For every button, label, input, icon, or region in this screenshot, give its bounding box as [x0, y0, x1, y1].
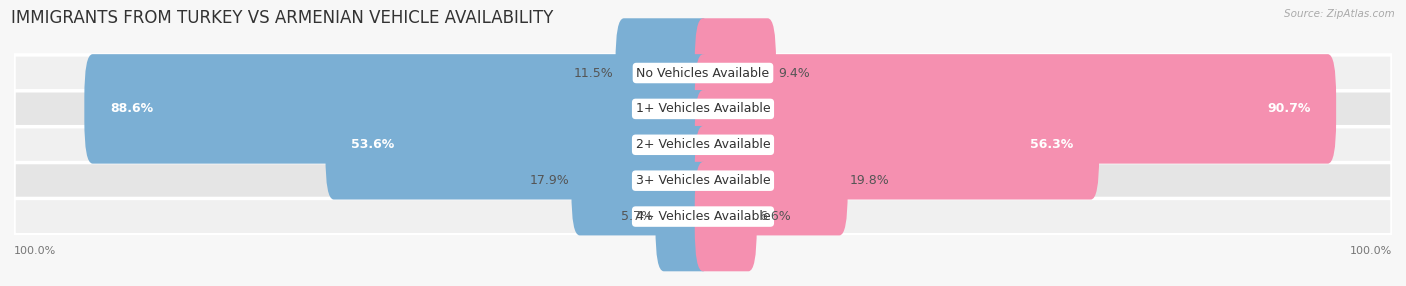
- Text: 9.4%: 9.4%: [778, 67, 810, 80]
- Text: No Vehicles Available: No Vehicles Available: [637, 67, 769, 80]
- Text: 88.6%: 88.6%: [110, 102, 153, 116]
- Text: 90.7%: 90.7%: [1267, 102, 1310, 116]
- Text: 100.0%: 100.0%: [1350, 246, 1392, 256]
- Text: 11.5%: 11.5%: [574, 67, 613, 80]
- FancyBboxPatch shape: [14, 127, 1392, 163]
- FancyBboxPatch shape: [616, 18, 711, 128]
- Text: 6.6%: 6.6%: [759, 210, 790, 223]
- FancyBboxPatch shape: [695, 90, 1099, 200]
- FancyBboxPatch shape: [571, 126, 711, 235]
- FancyBboxPatch shape: [14, 55, 1392, 91]
- Text: 56.3%: 56.3%: [1031, 138, 1074, 151]
- FancyBboxPatch shape: [14, 91, 1392, 127]
- FancyBboxPatch shape: [14, 198, 1392, 235]
- FancyBboxPatch shape: [84, 54, 711, 164]
- Text: 53.6%: 53.6%: [352, 138, 394, 151]
- FancyBboxPatch shape: [695, 18, 776, 128]
- Text: 2+ Vehicles Available: 2+ Vehicles Available: [636, 138, 770, 151]
- Text: 3+ Vehicles Available: 3+ Vehicles Available: [636, 174, 770, 187]
- FancyBboxPatch shape: [325, 90, 711, 200]
- FancyBboxPatch shape: [695, 162, 756, 271]
- FancyBboxPatch shape: [655, 162, 711, 271]
- FancyBboxPatch shape: [14, 162, 1392, 199]
- Text: 17.9%: 17.9%: [530, 174, 569, 187]
- Text: 100.0%: 100.0%: [14, 246, 56, 256]
- FancyBboxPatch shape: [695, 54, 1336, 164]
- Text: Source: ZipAtlas.com: Source: ZipAtlas.com: [1284, 9, 1395, 19]
- Text: 19.8%: 19.8%: [849, 174, 890, 187]
- Text: 5.7%: 5.7%: [621, 210, 654, 223]
- Text: IMMIGRANTS FROM TURKEY VS ARMENIAN VEHICLE AVAILABILITY: IMMIGRANTS FROM TURKEY VS ARMENIAN VEHIC…: [11, 9, 554, 27]
- Text: 1+ Vehicles Available: 1+ Vehicles Available: [636, 102, 770, 116]
- FancyBboxPatch shape: [695, 126, 848, 235]
- Text: 4+ Vehicles Available: 4+ Vehicles Available: [636, 210, 770, 223]
